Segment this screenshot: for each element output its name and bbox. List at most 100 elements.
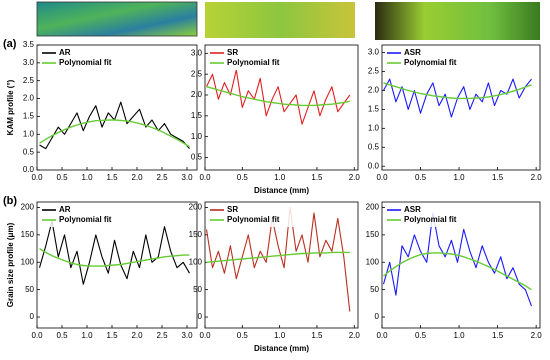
y-tick-label: 0 (30, 312, 35, 321)
y-tick-label: 0.5 (191, 153, 203, 162)
y-tick-label: 3.0 (191, 48, 203, 57)
x-tick-label: 2.0 (131, 173, 143, 182)
plot-frame (204, 201, 359, 329)
y-tick-label: 1.5 (23, 112, 35, 121)
fit-line (39, 248, 190, 267)
y-tick-label: 100 (189, 257, 203, 266)
y-tick-label: 3.0 (23, 58, 35, 67)
x-tick-label: 0.5 (237, 173, 249, 182)
x-tick-label: 0.0 (199, 173, 211, 182)
x-tick-label: 0.5 (415, 331, 427, 340)
y-tick-label: 100 (21, 257, 35, 266)
legend-box (208, 47, 296, 70)
y-tick-label: 100 (366, 257, 380, 266)
legend-box (40, 204, 128, 227)
legend-label: Polynomial fit (59, 215, 112, 224)
x-axis-label: Distance (mm) (254, 344, 309, 353)
legend-label: Polynomial fit (227, 58, 280, 67)
x-tick-label: 0.0 (376, 331, 388, 340)
micrograph-ar (36, 1, 198, 37)
x-tick-label: 0.0 (199, 331, 211, 340)
x-tick-label: 0.0 (31, 173, 43, 182)
data-line (382, 212, 533, 307)
y-axis-label: KAM profile (°) (6, 79, 15, 135)
y-tick-label: 200 (189, 203, 203, 212)
y-tick-label: 50 (193, 285, 202, 294)
x-tick-label: 0.5 (415, 173, 427, 182)
x-tick-label: 1.5 (311, 173, 323, 182)
y-tick-label: 1.5 (191, 111, 203, 120)
legend-box (40, 47, 128, 70)
y-tick-label: 0.0 (368, 161, 380, 170)
y-tick-label: 200 (21, 203, 35, 212)
y-tick-label: 150 (366, 230, 380, 239)
x-tick-label: 2.0 (349, 331, 361, 340)
fit-line (206, 251, 350, 263)
x-tick-label: 2.5 (156, 173, 168, 182)
y-tick-label: 150 (189, 230, 203, 239)
y-tick-label: 2.0 (368, 86, 380, 95)
legend-label: ASR (404, 48, 421, 57)
x-tick-label: 1.0 (274, 331, 286, 340)
micrograph-asr (375, 2, 540, 40)
x-tick-label: 0.5 (237, 331, 249, 340)
x-axis-label: Distance (mm) (254, 186, 309, 195)
fit-line (383, 82, 532, 100)
legend-label: AR (59, 205, 71, 214)
x-tick-label: 3.0 (181, 173, 193, 182)
data-line (205, 206, 351, 312)
y-tick-label: 200 (366, 203, 380, 212)
plot-frame (36, 201, 198, 329)
y-tick-label: 0.5 (368, 142, 380, 151)
y-tick-label: 1.5 (368, 105, 380, 114)
panel-label: (b) (3, 195, 17, 207)
legend-box (385, 47, 473, 70)
y-tick-label: 0.0 (23, 165, 35, 174)
data-line (39, 101, 190, 150)
panel-label: (a) (3, 38, 17, 50)
legend-box (208, 204, 296, 227)
x-tick-label: 1.0 (454, 331, 466, 340)
plots: 0.0 0.5 1.0 1.5 2.0 2.5 3.0 0.0 0.5 1.0 1.5 2.0 2.5 3… (3, 38, 542, 353)
y-tick-label: 2.0 (23, 94, 35, 103)
y-tick-label: 1.0 (23, 129, 35, 138)
x-tick-label: 2.0 (531, 331, 543, 340)
y-tick-label: 3.5 (23, 40, 35, 49)
plot-frame (204, 44, 359, 171)
x-tick-label: 1.0 (454, 173, 466, 182)
legend-label: Polynomial fit (227, 215, 280, 224)
x-tick-label: 1.5 (492, 331, 504, 340)
fit-line (383, 252, 532, 291)
y-tick-label: 1.0 (191, 132, 203, 141)
x-tick-label: 0.5 (56, 173, 68, 182)
y-tick-label: 2.0 (191, 90, 203, 99)
plot-frame (381, 201, 541, 329)
x-tick-label: 2.0 (531, 173, 543, 182)
y-tick-label: 3.0 (368, 48, 380, 57)
x-tick-label: 3.0 (181, 331, 193, 340)
legend-label: Polynomial fit (404, 215, 457, 224)
plot-frame (36, 44, 198, 171)
legend-label: SR (227, 48, 238, 57)
x-tick-label: 1.0 (274, 173, 286, 182)
y-axis-label: Grain size profile (μm) (6, 222, 15, 307)
y-tick-label: 50 (370, 285, 379, 294)
y-tick-label: 2.5 (191, 69, 203, 78)
legend-box (385, 204, 473, 227)
y-tick-label: 1.0 (368, 123, 380, 132)
fit-line (39, 119, 190, 148)
data-line (38, 220, 190, 285)
micrograph-sr (205, 2, 355, 38)
x-tick-label: 1.0 (81, 173, 93, 182)
legend-label: SR (227, 205, 238, 214)
x-tick-label: 1.5 (106, 331, 118, 340)
x-tick-label: 0.0 (376, 173, 388, 182)
y-tick-label: 150 (21, 230, 35, 239)
x-tick-label: 2.0 (349, 173, 361, 182)
plot-frame (381, 44, 541, 171)
legend-label: AR (59, 48, 71, 57)
x-tick-label: 0.5 (56, 331, 68, 340)
x-tick-label: 1.5 (106, 173, 118, 182)
fit-line (206, 86, 350, 107)
